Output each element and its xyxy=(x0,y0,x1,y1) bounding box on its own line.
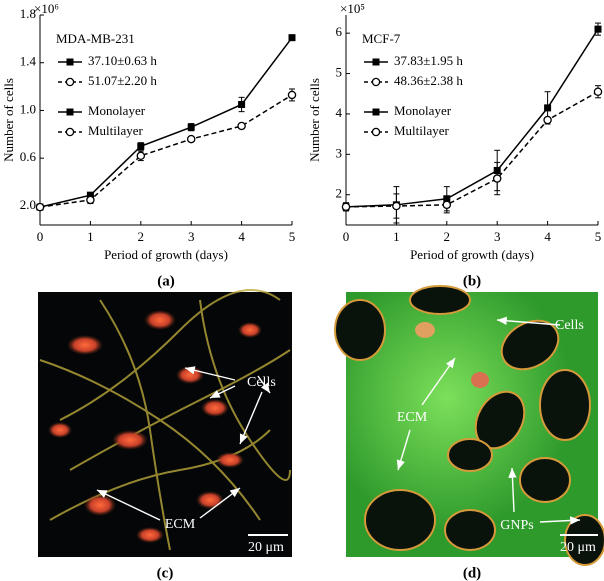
legend-marker xyxy=(65,127,75,137)
legend-label: 48.36±2.38 h xyxy=(394,73,463,88)
y-tick-label: 6 xyxy=(336,24,343,39)
y-tick-label: 1.0 xyxy=(20,101,36,116)
x-tick-label: 1 xyxy=(87,229,94,244)
chart-title: MDA-MB-231 xyxy=(56,31,135,46)
legend-marker xyxy=(371,77,381,87)
micrograph-c: Cells ECM 20 μm xyxy=(38,289,292,557)
data-point xyxy=(86,191,94,199)
label-ecm: ECM xyxy=(397,410,428,425)
series-line xyxy=(345,91,599,208)
y-multiplier: ×10⁶ xyxy=(34,1,59,16)
legend-label: 37.83±1.95 h xyxy=(394,53,463,68)
y-tick-label: 1.8 xyxy=(20,6,36,21)
legend-marker xyxy=(66,108,74,116)
x-tick-label: 4 xyxy=(544,229,551,244)
data-point xyxy=(492,174,502,183)
data-point xyxy=(341,202,351,212)
legend-label: Monolayer xyxy=(394,103,452,118)
x-tick-label: 5 xyxy=(289,229,296,244)
x-tick-label: 2 xyxy=(444,229,451,244)
legend-label: 37.10±0.63 h xyxy=(88,53,157,68)
label-ecm: ECM xyxy=(165,517,196,532)
x-tick-label: 4 xyxy=(238,229,245,244)
data-point xyxy=(544,104,552,112)
y-multiplier: ×10⁵ xyxy=(340,1,365,16)
series-line xyxy=(345,28,599,208)
panel-label: (a) xyxy=(157,273,175,289)
panel-label: (b) xyxy=(463,273,481,289)
data-point xyxy=(392,201,401,211)
legend-marker xyxy=(371,127,381,137)
data-point xyxy=(287,90,297,100)
data-point xyxy=(238,100,246,108)
legend-label: Multilayer xyxy=(394,123,450,138)
y-tick-label: 5 xyxy=(336,65,343,80)
data-point xyxy=(593,87,603,96)
chart-title: MCF-7 xyxy=(362,31,401,46)
y-tick-label: 3 xyxy=(336,145,343,160)
data-point xyxy=(35,202,45,212)
data-point xyxy=(237,121,246,131)
data-point xyxy=(137,142,145,150)
data-point xyxy=(288,34,296,42)
scale-bar-label: 20 μm xyxy=(560,540,596,555)
y-axis-label: Number of cells xyxy=(307,78,322,162)
label-cells: Cells xyxy=(555,318,584,333)
x-tick-label: 2 xyxy=(138,229,145,244)
panel-label: (d) xyxy=(463,565,481,581)
label-cells: Cells xyxy=(247,375,276,390)
x-tick-label: 1 xyxy=(393,229,400,244)
x-tick-label: 0 xyxy=(343,229,350,244)
micrograph-d: Cells ECM GNPs 20 μm xyxy=(334,285,604,566)
panel-label: (c) xyxy=(157,565,174,581)
x-tick-label: 3 xyxy=(188,229,195,244)
legend-label: Monolayer xyxy=(88,103,146,118)
x-axis-label: Period of growth (days) xyxy=(104,247,228,262)
x-tick-label: 0 xyxy=(37,229,44,244)
data-point xyxy=(86,195,95,205)
scale-bar-label: 20 μm xyxy=(248,540,284,555)
y-tick-label: 1.4 xyxy=(20,54,37,69)
legend-label: 51.07±2.20 h xyxy=(88,73,157,88)
y-tick-label: 2.0 xyxy=(20,197,36,212)
data-point xyxy=(187,123,195,131)
legend-marker xyxy=(372,58,380,66)
legend-marker xyxy=(65,77,75,87)
legend-marker xyxy=(372,108,380,116)
series-line xyxy=(39,37,293,208)
y-tick-label: 4 xyxy=(336,105,343,120)
data-point xyxy=(186,134,196,144)
y-tick-label: 2 xyxy=(336,186,343,201)
label-gnps: GNPs xyxy=(500,518,533,533)
y-axis-label: Number of cells xyxy=(1,78,16,162)
data-point xyxy=(543,115,552,125)
legend-label: Multilayer xyxy=(88,123,144,138)
data-point xyxy=(442,200,452,210)
series-line xyxy=(39,94,293,208)
y-tick-label: 0.6 xyxy=(20,149,37,164)
data-point xyxy=(594,25,602,33)
x-axis-label: Period of growth (days) xyxy=(410,247,534,262)
legend-marker xyxy=(66,58,74,66)
x-tick-label: 3 xyxy=(494,229,501,244)
x-tick-label: 5 xyxy=(595,229,602,244)
data-point xyxy=(136,151,146,161)
